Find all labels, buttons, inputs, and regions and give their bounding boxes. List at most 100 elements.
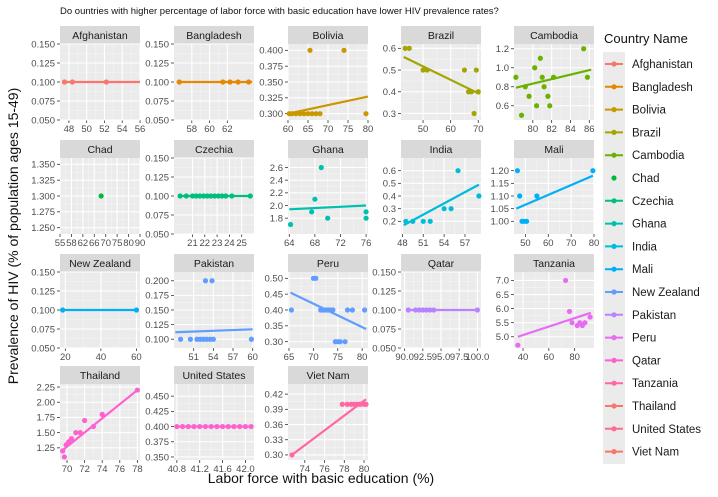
y-tick-label: 0.4 bbox=[383, 191, 396, 202]
legend-item-pakistan: Pakistan bbox=[605, 310, 676, 322]
data-point bbox=[185, 423, 191, 430]
x-tick-label: 72 bbox=[335, 238, 346, 249]
data-point bbox=[60, 448, 66, 454]
facet-strip-label: United States bbox=[182, 370, 245, 382]
legend-item-qatar: Qatar bbox=[605, 355, 661, 367]
x-tick-label: 76 bbox=[114, 464, 125, 475]
data-point bbox=[103, 79, 109, 85]
facet-strip bbox=[174, 254, 254, 272]
facet-bangladesh: Bangladesh 58 60 62 0.050 0.075 0.100 0.125 0.15… bbox=[145, 26, 254, 135]
legend-key-background bbox=[603, 52, 625, 464]
y-tick-label: 0.100 bbox=[145, 335, 169, 346]
data-point bbox=[202, 423, 209, 430]
data-point bbox=[533, 103, 540, 109]
legend-label: Viet Nam bbox=[632, 447, 679, 459]
data-point bbox=[342, 339, 348, 345]
data-point bbox=[363, 401, 369, 407]
data-point bbox=[344, 307, 351, 313]
y-tick-label: 0.075 bbox=[145, 96, 169, 107]
y-tick-label: 0.42 bbox=[265, 389, 284, 400]
data-point bbox=[246, 79, 252, 85]
x-tick-label: 72 bbox=[79, 464, 90, 475]
facet-strip bbox=[288, 254, 368, 272]
y-tick-label: 0.425 bbox=[145, 407, 169, 418]
facet-strip-label: Qatar bbox=[428, 258, 455, 270]
y-tick-label: 0.150 bbox=[372, 267, 396, 278]
y-tick-label: 0.175 bbox=[145, 291, 169, 302]
y-tick-label: 0.075 bbox=[31, 324, 55, 335]
x-tick-label: 48 bbox=[397, 238, 408, 249]
facet-strip bbox=[60, 140, 140, 158]
x-tick-label: 70 bbox=[473, 124, 484, 135]
data-point bbox=[212, 193, 218, 199]
data-point bbox=[60, 307, 66, 313]
legend-label: United States bbox=[632, 424, 701, 436]
x-tick-label: 95.0 bbox=[432, 352, 451, 363]
data-point bbox=[77, 430, 83, 436]
facet-strip-label: Ghana bbox=[312, 144, 344, 156]
data-point bbox=[307, 47, 313, 53]
data-point bbox=[582, 320, 588, 326]
x-tick-label: 40.8 bbox=[168, 464, 187, 475]
x-tick-label: 70 bbox=[100, 238, 111, 249]
legend-label: Bangladesh bbox=[632, 82, 693, 94]
x-tick-label: 80 bbox=[528, 124, 539, 135]
data-point bbox=[526, 93, 532, 99]
trend-line bbox=[403, 56, 481, 95]
y-tick-label: 0.375 bbox=[259, 61, 283, 72]
y-tick-label: 0.125 bbox=[372, 286, 396, 297]
x-tick-label: 60 bbox=[544, 352, 555, 363]
data-point bbox=[403, 218, 409, 224]
x-tick-label: 58 bbox=[66, 238, 77, 249]
legend-point bbox=[611, 266, 617, 272]
x-tick-label: 65 bbox=[303, 124, 314, 135]
data-point bbox=[225, 423, 231, 430]
facet-strip-label: New Zealand bbox=[69, 258, 131, 270]
data-point bbox=[325, 215, 331, 221]
x-tick-label: 23 bbox=[212, 238, 223, 249]
facet-strip bbox=[174, 366, 254, 384]
data-point bbox=[313, 111, 319, 117]
data-point bbox=[309, 209, 315, 215]
x-tick-label: 70 bbox=[323, 124, 334, 135]
legend-point bbox=[611, 84, 617, 90]
x-tick-label: 60 bbox=[204, 124, 215, 135]
legend-label: Brazil bbox=[632, 127, 661, 139]
x-tick-label: 40 bbox=[96, 352, 107, 363]
data-point bbox=[287, 221, 294, 228]
y-tick-label: 0.150 bbox=[145, 305, 169, 316]
facet-strip-label: Peru bbox=[317, 258, 339, 270]
data-point bbox=[537, 55, 543, 61]
data-point bbox=[569, 320, 575, 326]
data-point bbox=[476, 193, 482, 199]
y-tick-label: 1.350 bbox=[31, 160, 55, 171]
x-tick-label: 68 bbox=[310, 238, 321, 249]
data-point bbox=[515, 342, 521, 348]
data-point bbox=[427, 307, 433, 313]
data-point bbox=[293, 111, 299, 117]
y-tick-label: 0.8 bbox=[496, 82, 509, 93]
x-tick-label: 57 bbox=[460, 238, 471, 249]
x-tick-label: 52 bbox=[99, 124, 110, 135]
legend-item-india: India bbox=[605, 241, 658, 253]
y-tick-label: 0.36 bbox=[265, 420, 284, 431]
trend-line bbox=[517, 311, 592, 338]
legend-item-tanzania: Tanzania bbox=[605, 378, 679, 390]
y-tick-label: 0.6 bbox=[383, 44, 396, 55]
y-tick-label: 1.15 bbox=[491, 179, 510, 190]
data-point bbox=[581, 46, 587, 52]
legend: Country Name Afghanistan Bangladesh Bolivi… bbox=[603, 31, 701, 464]
facet-bolivia: Bolivia 60 65 70 75 80 0.300 0.325 0.350 0.375 0.4… bbox=[259, 26, 373, 135]
facet-strip-label: Thailand bbox=[80, 370, 120, 382]
data-point bbox=[550, 74, 557, 80]
y-tick-label: 0.100 bbox=[372, 305, 396, 316]
y-tick-label: 0.075 bbox=[31, 96, 55, 107]
facet-strip bbox=[288, 366, 368, 384]
y-tick-label: 1.275 bbox=[31, 207, 55, 218]
data-point bbox=[522, 84, 528, 90]
x-tick-label: 86 bbox=[584, 124, 595, 135]
data-point bbox=[545, 93, 551, 99]
data-point bbox=[134, 387, 140, 393]
